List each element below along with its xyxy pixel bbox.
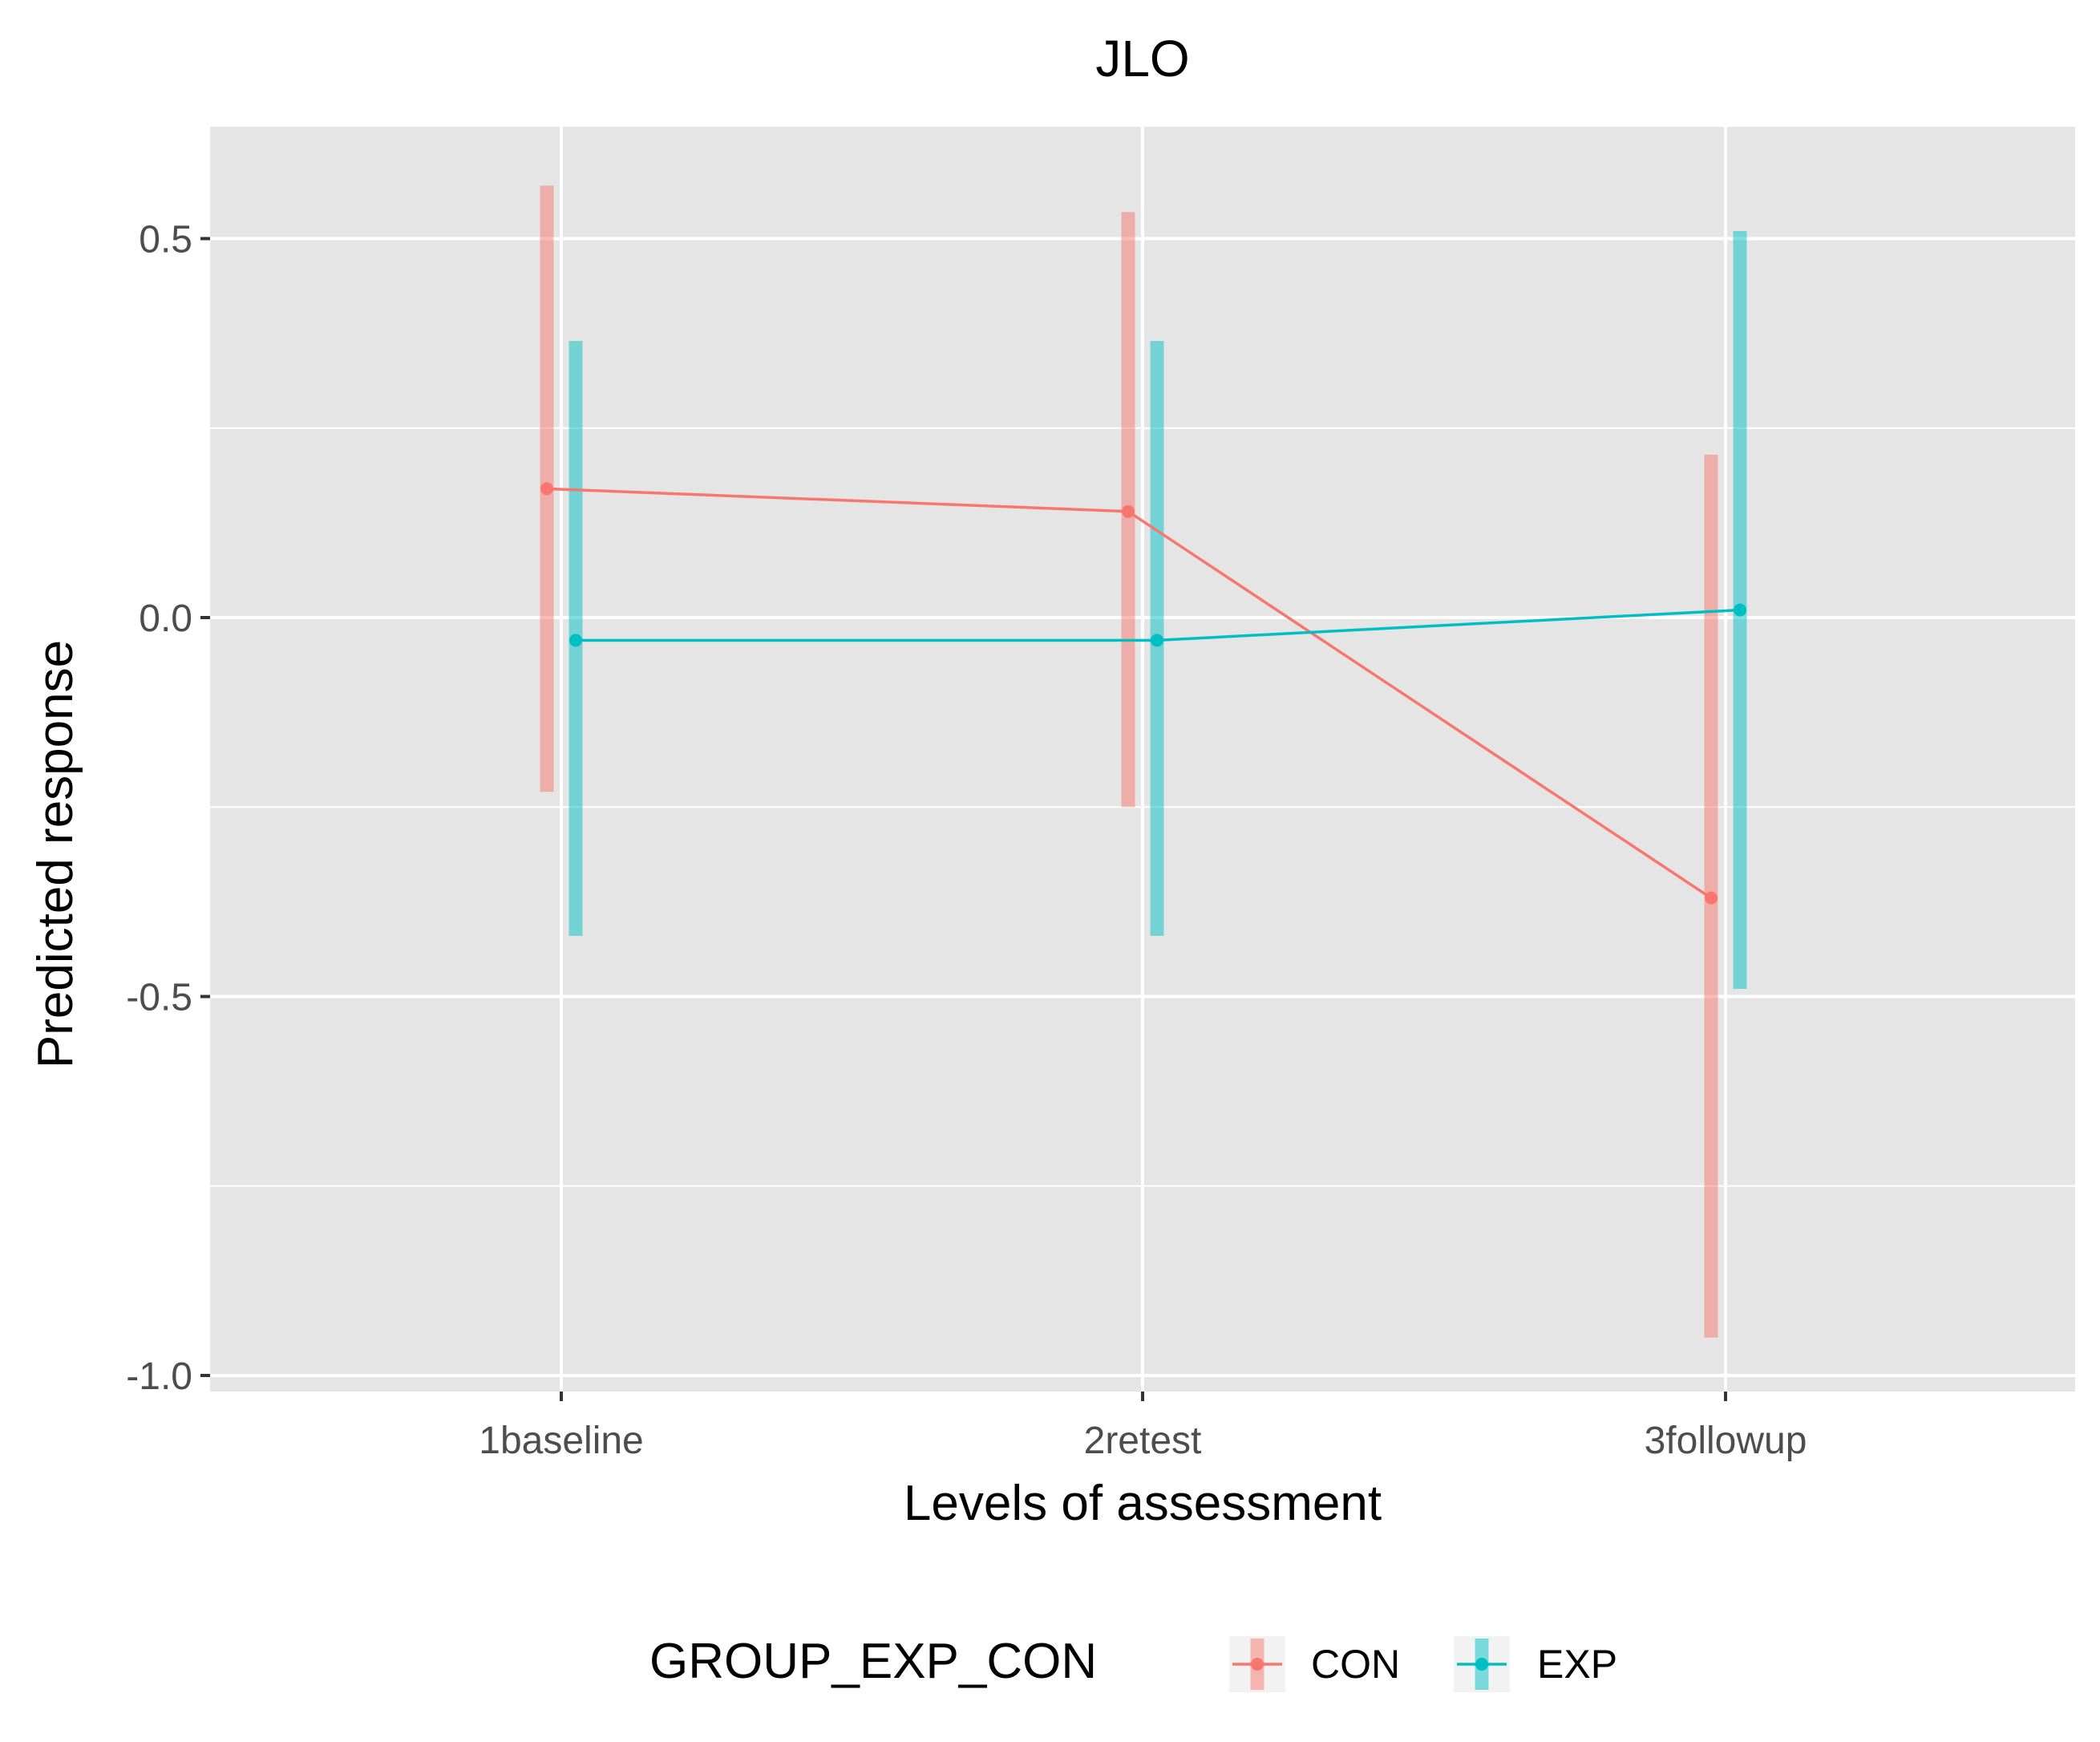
data-point-con <box>1705 891 1718 905</box>
legend-label-con: CON <box>1311 1642 1400 1687</box>
x-tick-label: 2retest <box>1084 1420 1202 1462</box>
x-axis-title: Levels of assessment <box>904 1476 1382 1531</box>
legend-title: GROUP_EXP_CON <box>649 1634 1097 1689</box>
data-point-exp <box>1151 634 1163 647</box>
legend: GROUP_EXP_CON CON EXP <box>649 1634 1617 1692</box>
legend-key-point-exp <box>1475 1658 1488 1671</box>
legend-key-point-con <box>1251 1658 1264 1671</box>
data-point-exp <box>1734 603 1746 617</box>
y-axis-title: Predicted response <box>28 640 83 1068</box>
x-tick-label: 3followup <box>1645 1420 1807 1462</box>
chart-title: JLO <box>1095 30 1189 87</box>
grid-lines <box>210 127 2075 1392</box>
y-tick-label: 0.0 <box>139 598 192 640</box>
legend-label-exp: EXP <box>1537 1642 1617 1687</box>
axes: 0.5 0.0 -0.5 -1.0 1baseline 2retest 3followup <box>126 219 1807 1463</box>
x-tick-label: 1baseline <box>479 1420 644 1462</box>
y-tick-label: -1.0 <box>126 1355 192 1398</box>
y-tick-label: -0.5 <box>126 977 192 1019</box>
data-point-exp <box>569 634 582 647</box>
y-tick-label: 0.5 <box>139 219 192 261</box>
data-points <box>540 482 1746 905</box>
data-point-con <box>540 482 553 496</box>
data-point-con <box>1122 504 1135 518</box>
